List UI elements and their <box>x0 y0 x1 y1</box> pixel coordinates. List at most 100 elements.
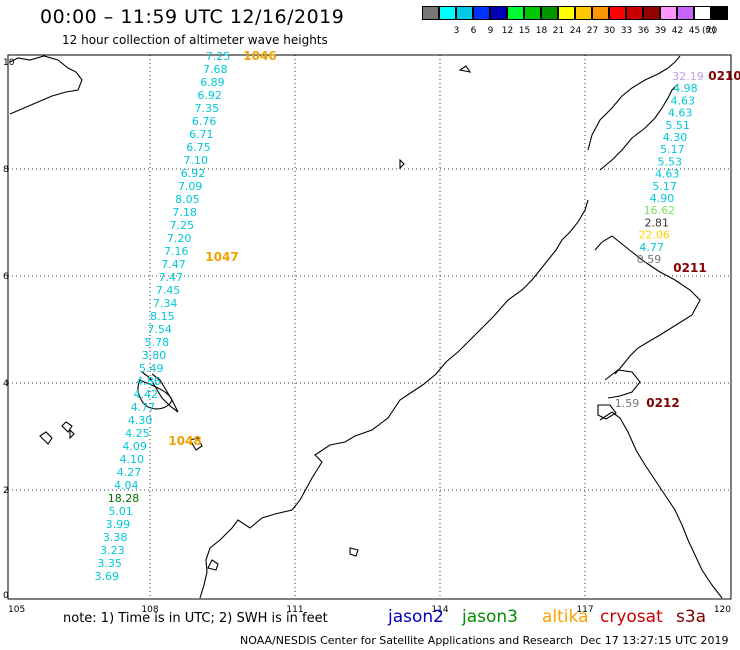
legend-swatch <box>609 6 626 20</box>
satellite-name: cryosat <box>600 607 663 627</box>
track2-value: 5.53 <box>658 155 683 168</box>
track1-value: 7.20 <box>167 232 192 245</box>
track1-value: 4.30 <box>128 414 153 427</box>
track1-value: 5.49 <box>139 362 164 375</box>
footer-note: note: 1) Time is in UTC; 2) SWH is in fe… <box>63 611 328 626</box>
track2-value: 4.63 <box>655 168 680 181</box>
track1-value: 3.80 <box>142 349 167 362</box>
legend-swatch <box>694 6 711 20</box>
island-natuna <box>137 379 173 410</box>
coastline-borneo-north <box>604 369 641 399</box>
track1-value: 6.89 <box>200 76 225 89</box>
track2-value: 5.51 <box>665 119 690 132</box>
track-id-label: 1048 <box>168 434 201 448</box>
island-cluster-1 <box>39 421 75 445</box>
legend-label: 21 <box>552 26 565 36</box>
track1-value: 3.99 <box>106 518 131 531</box>
track-id-label: 0210 <box>708 69 740 83</box>
x-tick-label: 111 <box>286 605 303 615</box>
legend-label: 70 <box>705 26 718 36</box>
legend-swatch <box>507 6 524 20</box>
y-tick-label: 4 <box>3 379 9 389</box>
track-id-label: 1047 <box>205 250 238 264</box>
track2-value: 4.77 <box>639 241 664 254</box>
track2-value: 2.81 <box>645 216 670 229</box>
track1-value: 4.42 <box>133 388 158 401</box>
track1-value: 7.09 <box>178 180 203 193</box>
legend-swatch <box>643 6 660 20</box>
track1-value: 6.71 <box>189 128 214 141</box>
legend-label: 27 <box>586 26 599 36</box>
lat-lon-grid <box>8 55 731 599</box>
track2-value: 32.19 <box>672 70 704 83</box>
satellite-name: altika <box>542 607 589 627</box>
track1-value: 4.25 <box>125 427 150 440</box>
track1-value: 4.77 <box>131 401 156 414</box>
track1-value: 6.75 <box>186 141 211 154</box>
coastline <box>9 55 723 599</box>
x-tick-label: 114 <box>431 605 448 615</box>
legend-swatch <box>422 6 439 20</box>
map-title: 00:00 – 11:59 UTC 12/16/2019 <box>40 6 345 28</box>
track-id-label: 1046 <box>243 49 276 63</box>
legend-label: 9 <box>487 26 494 36</box>
legend-label: 6 <box>470 26 477 36</box>
track1-value: 7.18 <box>172 206 197 219</box>
coastline-vietnam <box>199 199 589 599</box>
track1-value: 6.76 <box>192 115 217 128</box>
legend-label: 12 <box>501 26 514 36</box>
satellite-name: jason2 <box>388 607 444 627</box>
track1-value: 7.68 <box>203 63 228 76</box>
track1-value: 8.05 <box>175 193 200 206</box>
y-tick-label: 6 <box>3 272 9 282</box>
track1-value: 6.92 <box>197 89 222 102</box>
coastline-sumatra-top <box>9 55 83 115</box>
track1-value: 4.27 <box>117 466 142 479</box>
x-tick-label: 117 <box>576 605 593 615</box>
map-subtitle: 12 hour collection of altimeter wave hei… <box>62 33 328 47</box>
legend-swatch <box>592 6 609 20</box>
legend-swatch <box>473 6 490 20</box>
altimeter-tracks: 7.257.686.896.927.356.766.716.757.106.92… <box>95 49 740 583</box>
track1-value: 4.04 <box>114 479 139 492</box>
track1-value: 18.28 <box>108 492 140 505</box>
track1-value: 8.15 <box>150 310 175 323</box>
satellite-name: jason3 <box>462 607 518 627</box>
track2-value: 5.17 <box>660 143 685 156</box>
legend-swatch <box>558 6 575 20</box>
legend-swatch <box>541 6 558 20</box>
track-id-label: 0211 <box>673 261 706 275</box>
track1-value: 4.09 <box>122 440 147 453</box>
track1-value: 7.45 <box>156 284 181 297</box>
track1-value: 7.16 <box>164 245 189 258</box>
legend-swatch <box>439 6 456 20</box>
legend-label: 45 <box>688 26 701 36</box>
legend-label: 39 <box>654 26 667 36</box>
track1-value: 7.47 <box>158 271 183 284</box>
coastline-peninsula <box>141 371 179 413</box>
timestamp: Dec 17 13:27:15 UTC 2019 <box>580 634 729 647</box>
legend-unit: (ft) <box>702 26 716 36</box>
track2-value: 4.30 <box>663 131 688 144</box>
satellite-name: s3a <box>676 607 707 627</box>
track2-value: 4.98 <box>673 82 698 95</box>
coastline-luzon <box>587 55 681 151</box>
track2-value: 5.17 <box>652 180 677 193</box>
legend-label: 18 <box>535 26 548 36</box>
legend-label: 15 <box>518 26 531 36</box>
credit-line: NOAA/NESDIS Center for Satellite Applica… <box>240 634 574 647</box>
island-small-1 <box>399 65 617 420</box>
legend-swatch <box>626 6 643 20</box>
legend-swatch <box>711 6 728 20</box>
track1-value: 6.92 <box>181 167 206 180</box>
x-tick-label: 120 <box>714 605 731 615</box>
track3-value: 1.59 <box>615 397 640 410</box>
legend-label: 30 <box>603 26 616 36</box>
coastline-palawan <box>594 235 701 375</box>
legend-swatch <box>456 6 473 20</box>
legend-swatch <box>524 6 541 20</box>
legend-swatch <box>660 6 677 20</box>
track2-value: 4.63 <box>671 94 696 107</box>
axis-tick-labels: 105 108 111 114 117 120 0 2 4 6 8 10 <box>3 58 731 615</box>
track1-value: 7.47 <box>161 258 186 271</box>
